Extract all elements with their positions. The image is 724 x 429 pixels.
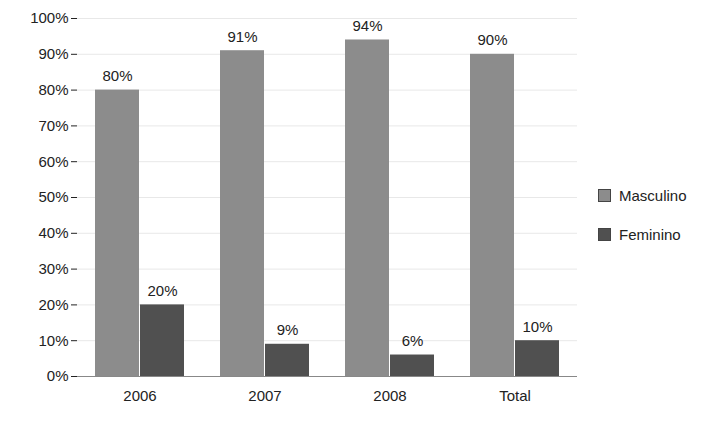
svg-text:80%: 80% (38, 81, 68, 98)
html-text:Feminino: Feminino (619, 225, 681, 243)
html-text:Masculino: Masculino (619, 186, 687, 204)
svg-text:100%: 100% (30, 9, 68, 26)
svg-text:2007: 2007 (248, 387, 281, 404)
svg-text:10%: 10% (38, 332, 68, 349)
svg-text:90%: 90% (38, 45, 68, 62)
svg-text:50%: 50% (38, 188, 68, 205)
svg-text:70%: 70% (38, 117, 68, 134)
svg-text:10%: 10% (522, 318, 552, 335)
svg-text:20%: 20% (38, 296, 68, 313)
svg-text:30%: 30% (38, 260, 68, 277)
svg-text:90%: 90% (477, 31, 507, 48)
svg-text:94%: 94% (352, 17, 382, 34)
svg-text:Total: Total (499, 387, 531, 404)
svg-text:6%: 6% (402, 332, 424, 349)
svg-text:20%: 20% (147, 282, 177, 299)
svg-text:2008: 2008 (373, 387, 406, 404)
svg-text:80%: 80% (102, 67, 132, 84)
svg-text:60%: 60% (38, 153, 68, 170)
svg-text:91%: 91% (227, 28, 257, 45)
svg-text:40%: 40% (38, 224, 68, 241)
svg-text:2006: 2006 (123, 387, 156, 404)
svg-text:0%: 0% (47, 367, 69, 384)
svg-text:9%: 9% (277, 321, 299, 338)
